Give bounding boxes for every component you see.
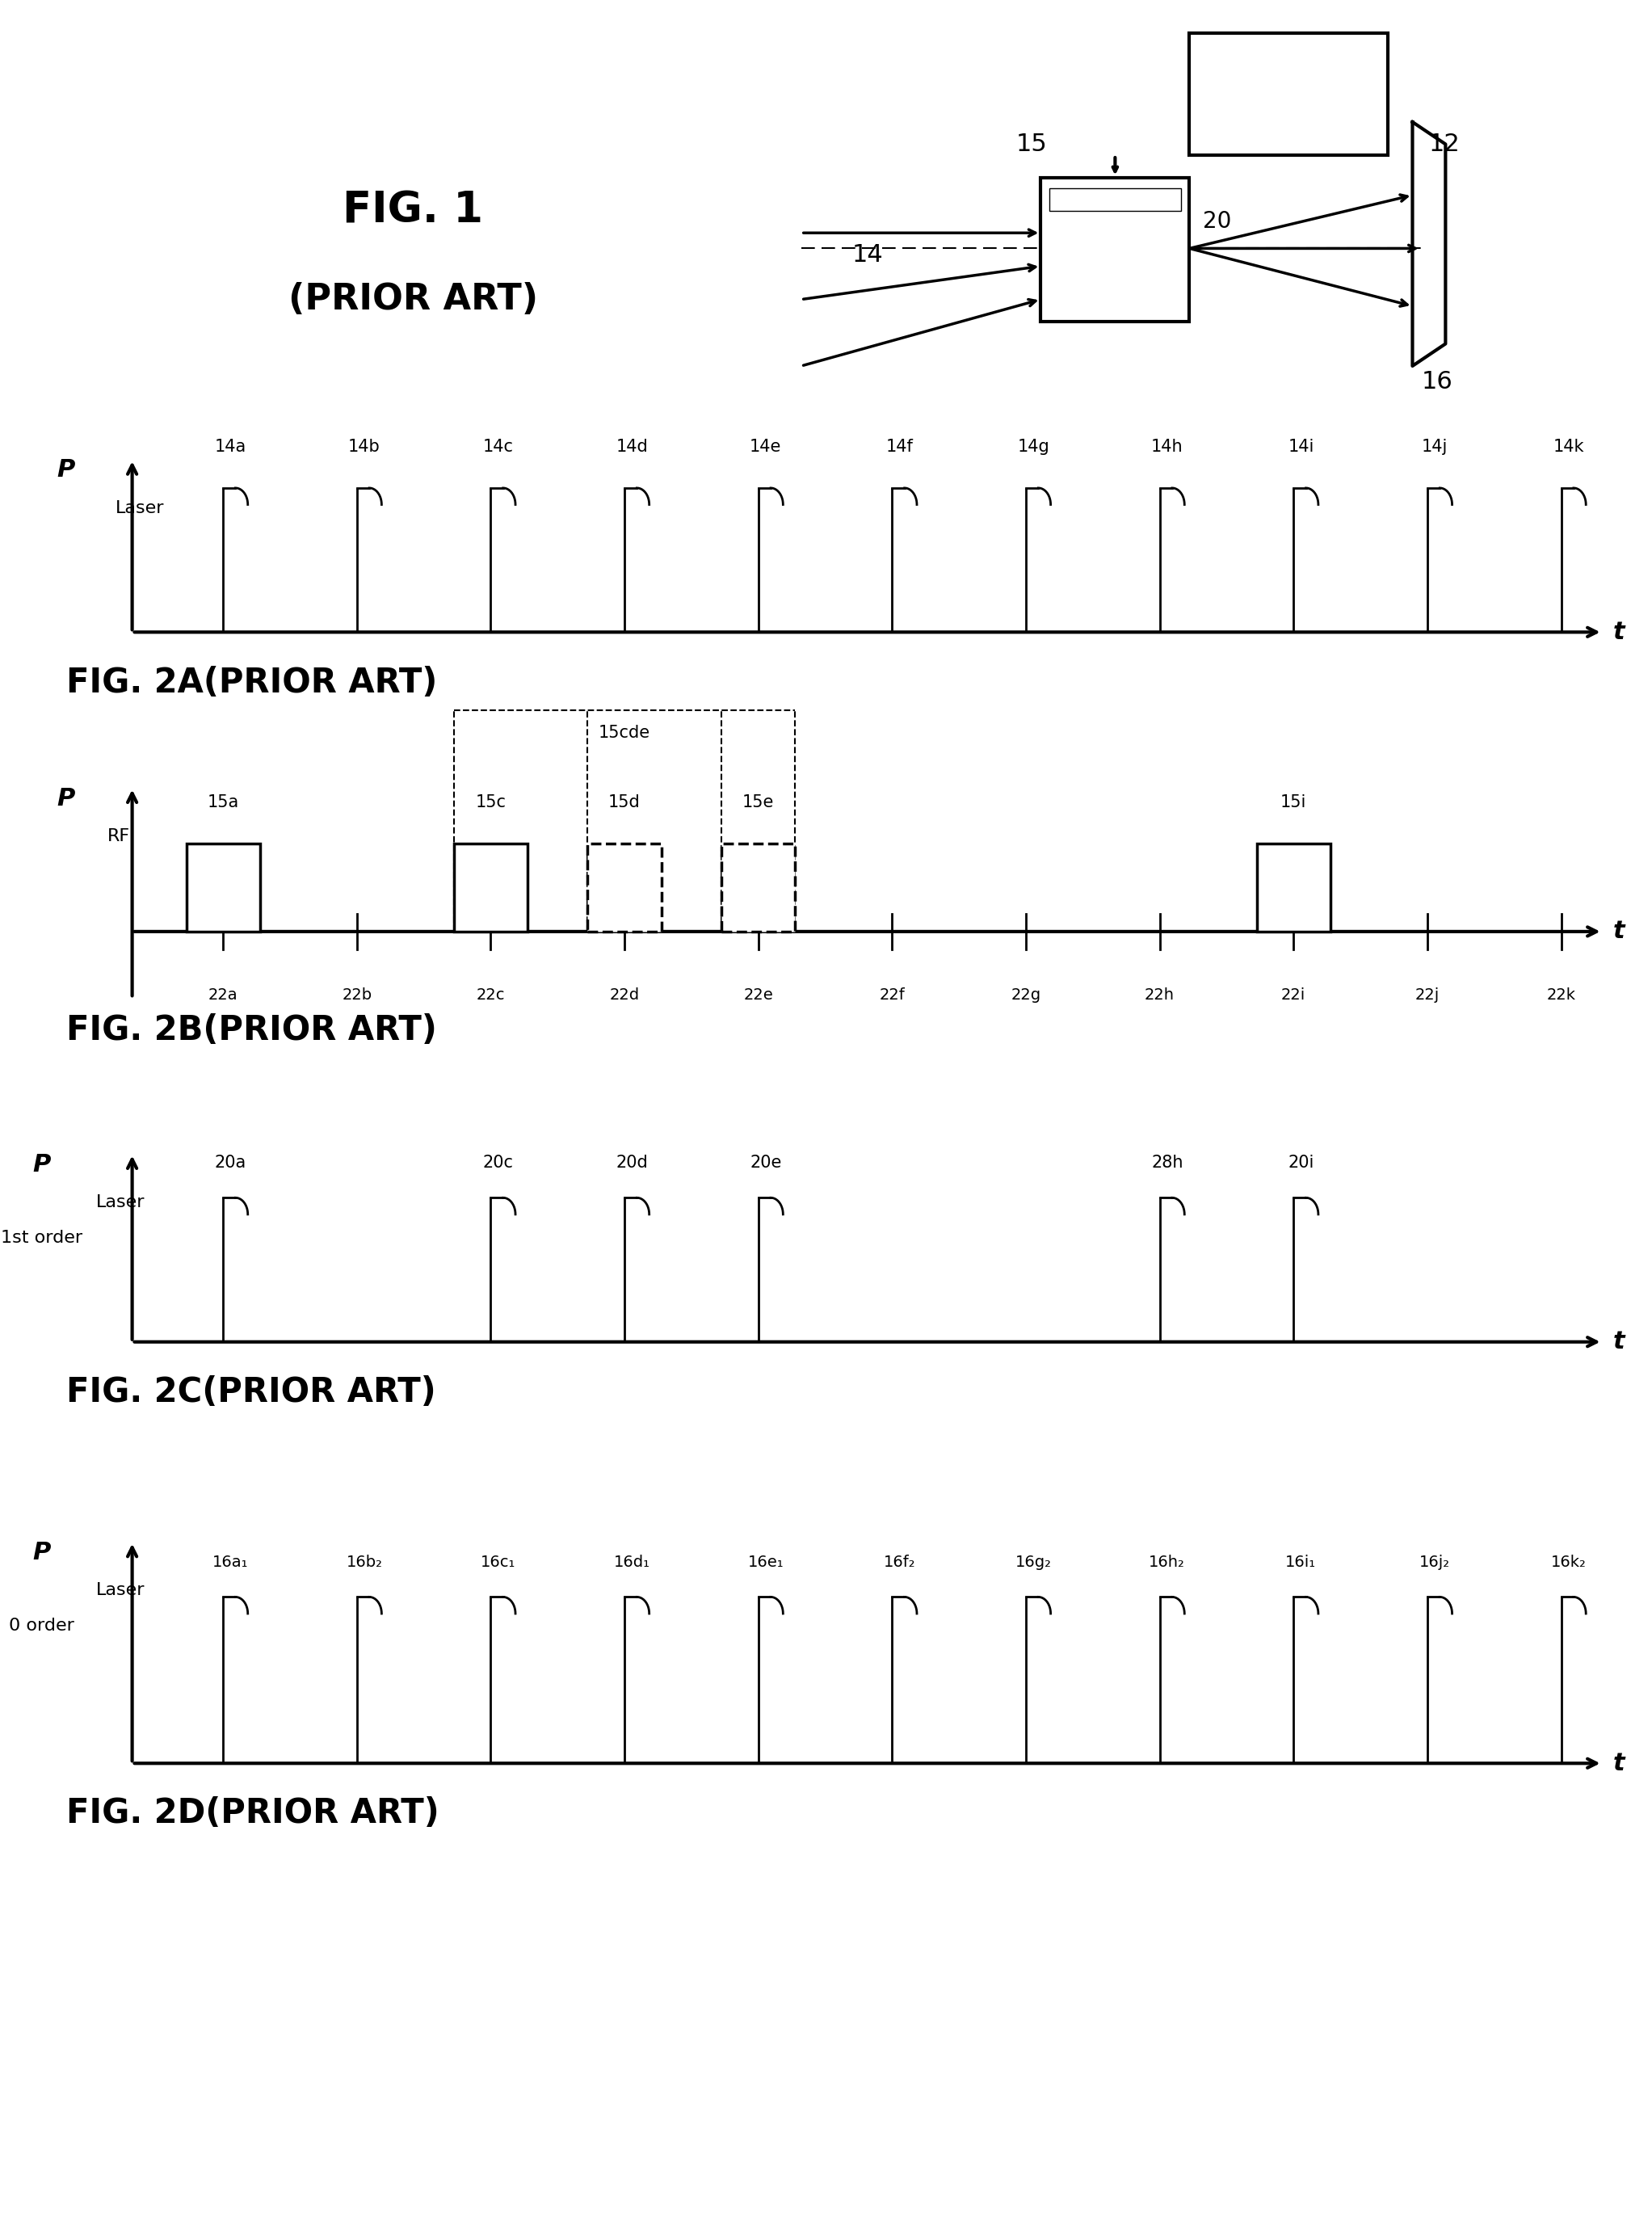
Text: 20e: 20e [750, 1156, 781, 1171]
Bar [588, 843, 661, 932]
Text: 15c: 15c [476, 794, 506, 810]
Text: 14: 14 [852, 244, 882, 266]
Text: FIG. 1: FIG. 1 [342, 191, 484, 231]
Text: Laser: Laser [96, 1581, 145, 1599]
Bar [722, 843, 795, 932]
Text: 22a: 22a [208, 987, 238, 1003]
Text: 16k₂: 16k₂ [1551, 1555, 1586, 1570]
Bar [1041, 177, 1189, 322]
Text: 16j₂: 16j₂ [1419, 1555, 1450, 1570]
Text: 15: 15 [1016, 133, 1047, 155]
Text: RF: RF [1265, 80, 1312, 109]
Text: 20d: 20d [616, 1156, 648, 1171]
Text: 15cde: 15cde [598, 725, 651, 741]
Bar [1049, 189, 1181, 211]
Text: 16g₂: 16g₂ [1014, 1555, 1052, 1570]
Text: 14k: 14k [1553, 439, 1584, 455]
Text: 0 order: 0 order [8, 1617, 74, 1635]
Text: 20a: 20a [215, 1156, 246, 1171]
Bar [1257, 843, 1330, 932]
Bar [187, 843, 259, 932]
Text: 22k: 22k [1546, 987, 1576, 1003]
Text: 22g: 22g [1011, 987, 1041, 1003]
Text: 14a: 14a [215, 439, 246, 455]
Text: 22b: 22b [342, 987, 372, 1003]
Text: 14b: 14b [349, 439, 380, 455]
Text: 14h: 14h [1151, 439, 1183, 455]
Text: 14c: 14c [482, 439, 514, 455]
Text: Laser: Laser [116, 499, 165, 517]
Text: 15i: 15i [1280, 794, 1307, 810]
Text: 16d₁: 16d₁ [613, 1555, 651, 1570]
Text: 16a₁: 16a₁ [213, 1555, 248, 1570]
Text: (PRIOR ART): (PRIOR ART) [287, 282, 539, 317]
Text: 16f₂: 16f₂ [884, 1555, 915, 1570]
Bar [454, 843, 527, 932]
Text: 20c: 20c [482, 1156, 514, 1171]
Text: 22i: 22i [1282, 987, 1305, 1003]
Text: 16h₂: 16h₂ [1150, 1555, 1184, 1570]
Text: 20: 20 [1203, 211, 1231, 233]
Text: 22h: 22h [1145, 987, 1175, 1003]
Text: 22f: 22f [879, 987, 905, 1003]
Text: P: P [58, 459, 74, 481]
Text: 14j: 14j [1422, 439, 1447, 455]
Text: 14f: 14f [885, 439, 914, 455]
Text: FIG. 2B(PRIOR ART): FIG. 2B(PRIOR ART) [66, 1014, 436, 1047]
Text: FIG. 2C(PRIOR ART): FIG. 2C(PRIOR ART) [66, 1375, 436, 1408]
Text: RF: RF [107, 827, 131, 845]
Text: 16: 16 [1422, 370, 1452, 393]
Text: 15d: 15d [608, 794, 641, 810]
Text: Laser: Laser [96, 1193, 145, 1211]
Text: 22d: 22d [610, 987, 639, 1003]
Text: 12: 12 [1429, 133, 1460, 155]
Text: 14e: 14e [750, 439, 781, 455]
Text: FIG. 2D(PRIOR ART): FIG. 2D(PRIOR ART) [66, 1797, 439, 1830]
Text: 15a: 15a [206, 794, 240, 810]
Text: 20i: 20i [1289, 1156, 1313, 1171]
Text: 14i: 14i [1289, 439, 1313, 455]
Text: 22c: 22c [476, 987, 506, 1003]
Text: 22e: 22e [743, 987, 773, 1003]
Text: 16i₁: 16i₁ [1285, 1555, 1317, 1570]
Text: t: t [1612, 920, 1626, 943]
Text: 14g: 14g [1018, 439, 1049, 455]
Text: P: P [33, 1542, 50, 1564]
Text: t: t [1612, 1331, 1626, 1353]
Text: 1st order: 1st order [0, 1229, 83, 1247]
Text: 16c₁: 16c₁ [481, 1555, 515, 1570]
Text: P: P [33, 1153, 50, 1176]
Text: t: t [1612, 1752, 1626, 1774]
Text: P: P [58, 787, 74, 810]
Bar [1189, 33, 1388, 155]
Text: 10: 10 [1148, 211, 1176, 233]
Text: 22j: 22j [1416, 987, 1439, 1003]
Text: 16b₂: 16b₂ [345, 1555, 383, 1570]
Text: 28h: 28h [1151, 1156, 1183, 1171]
Text: FIG. 2A(PRIOR ART): FIG. 2A(PRIOR ART) [66, 665, 438, 699]
Text: 14d: 14d [616, 439, 648, 455]
Text: 15e: 15e [742, 794, 775, 810]
Text: 16e₁: 16e₁ [748, 1555, 783, 1570]
Text: t: t [1612, 621, 1626, 643]
